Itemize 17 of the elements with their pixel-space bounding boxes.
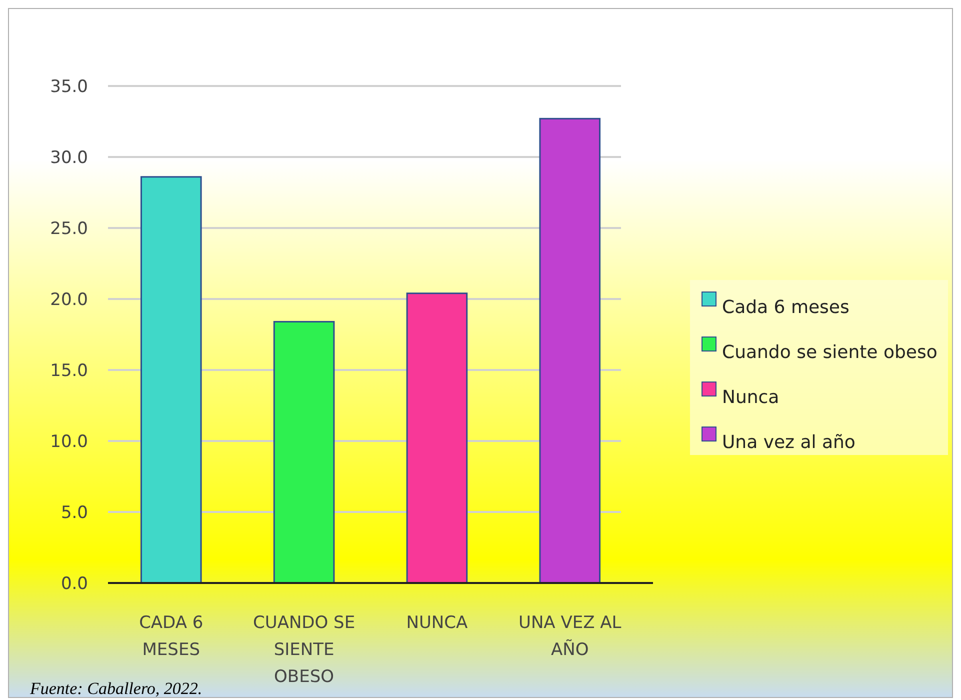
x-tick-label: CADA 6 MESES: [139, 613, 204, 660]
x-tick-label: UNA VEZ AL AÑO: [518, 613, 622, 660]
y-tick-label: 30.0: [50, 148, 88, 168]
legend-label: Una vez al año: [722, 432, 856, 453]
y-tick-label: 25.0: [50, 218, 88, 239]
legend-label: Nunca: [722, 387, 780, 408]
y-tick-label: 20.0: [50, 290, 88, 310]
x-tick-label: NUNCA: [406, 613, 468, 633]
y-tick-label: 0.0: [60, 574, 88, 594]
y-tick-label: 35.0: [50, 76, 88, 97]
y-tick-label: 15.0: [50, 360, 88, 381]
legend-label: Cada 6 meses: [722, 297, 850, 318]
x-tick-label: CUANDO SE SIENTE OBESO: [253, 613, 356, 687]
y-tick-label: 5.0: [60, 502, 88, 523]
source-note: Fuente: Caballero, 2022.: [29, 679, 202, 698]
legend-label: Cuando se siente obeso: [722, 342, 938, 363]
y-tick-label: 10.0: [50, 432, 88, 452]
